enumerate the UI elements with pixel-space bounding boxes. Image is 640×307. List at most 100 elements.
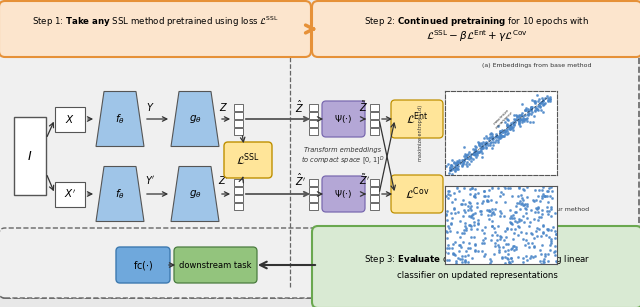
Point: [498, 244, 508, 249]
Point: [513, 255, 523, 260]
Point: [538, 223, 548, 227]
Point: [472, 226, 482, 231]
Point: [522, 185, 532, 189]
Point: [478, 188, 488, 193]
Point: [495, 208, 506, 213]
Point: [508, 125, 518, 130]
Point: [465, 154, 475, 159]
Point: [449, 206, 460, 211]
Point: [529, 113, 540, 118]
Point: [532, 234, 543, 239]
Point: [545, 97, 555, 102]
Point: [510, 227, 520, 232]
Point: [535, 199, 545, 204]
Point: [522, 204, 532, 209]
Point: [492, 134, 502, 139]
Point: [541, 94, 552, 99]
Polygon shape: [96, 166, 144, 221]
Point: [465, 223, 476, 228]
Point: [449, 190, 459, 195]
Point: [485, 238, 495, 243]
Point: [442, 163, 452, 168]
Point: [485, 135, 495, 140]
Point: [460, 224, 470, 229]
Point: [452, 166, 462, 171]
Point: [477, 150, 487, 155]
Point: [465, 205, 475, 210]
Point: [463, 152, 473, 157]
Point: [526, 105, 536, 110]
Point: [470, 143, 481, 148]
Point: [479, 194, 489, 199]
Text: (a) Embeddings from base method: (a) Embeddings from base method: [483, 63, 592, 68]
Point: [477, 240, 488, 245]
Text: $f_\theta$: $f_\theta$: [115, 187, 125, 201]
Point: [506, 126, 516, 130]
Point: [538, 99, 548, 104]
Point: [536, 105, 546, 110]
Bar: [14, 117, 46, 195]
Point: [535, 103, 545, 108]
Point: [518, 220, 529, 225]
Point: [538, 97, 548, 102]
Point: [520, 205, 531, 210]
Point: [452, 184, 463, 188]
Point: [509, 216, 519, 220]
Point: [452, 164, 463, 169]
Point: [478, 140, 488, 145]
Point: [486, 146, 497, 151]
Point: [446, 221, 456, 226]
Point: [518, 259, 528, 264]
Point: [495, 128, 505, 133]
Point: [543, 199, 553, 204]
Point: [518, 117, 528, 122]
Point: [547, 196, 557, 200]
Point: [477, 145, 487, 150]
Point: [535, 100, 545, 105]
Point: [479, 231, 489, 235]
Point: [442, 218, 452, 223]
Point: [462, 156, 472, 161]
Point: [507, 125, 517, 130]
Point: [457, 162, 467, 167]
Point: [540, 252, 550, 257]
Point: [530, 99, 540, 104]
Text: $Y$: $Y$: [146, 101, 154, 113]
Point: [443, 251, 453, 255]
FancyBboxPatch shape: [0, 228, 319, 298]
Point: [505, 126, 515, 131]
Point: [442, 230, 452, 235]
Point: [486, 223, 497, 228]
Point: [472, 200, 482, 205]
Point: [448, 241, 458, 246]
Point: [525, 112, 536, 117]
Point: [449, 239, 460, 244]
Point: [536, 261, 547, 266]
Point: [520, 107, 530, 112]
Point: [539, 194, 549, 199]
Point: [506, 213, 516, 218]
Point: [538, 193, 548, 198]
Point: [466, 207, 476, 212]
Point: [513, 114, 524, 119]
Point: [466, 152, 476, 157]
Point: [477, 141, 488, 146]
Point: [462, 153, 472, 157]
Point: [532, 205, 543, 210]
Point: [511, 245, 521, 250]
Point: [476, 212, 486, 216]
Point: [450, 252, 460, 257]
Point: [455, 242, 465, 247]
Point: [455, 218, 465, 223]
Point: [454, 189, 465, 194]
Point: [502, 122, 513, 127]
Point: [532, 194, 543, 199]
Point: [457, 231, 467, 236]
Point: [527, 240, 537, 245]
Text: maximize entropy (1d): maximize entropy (1d): [418, 105, 422, 161]
Point: [546, 227, 556, 232]
Point: [448, 166, 458, 171]
Point: [472, 153, 483, 157]
Point: [482, 141, 492, 146]
Point: [480, 224, 490, 229]
